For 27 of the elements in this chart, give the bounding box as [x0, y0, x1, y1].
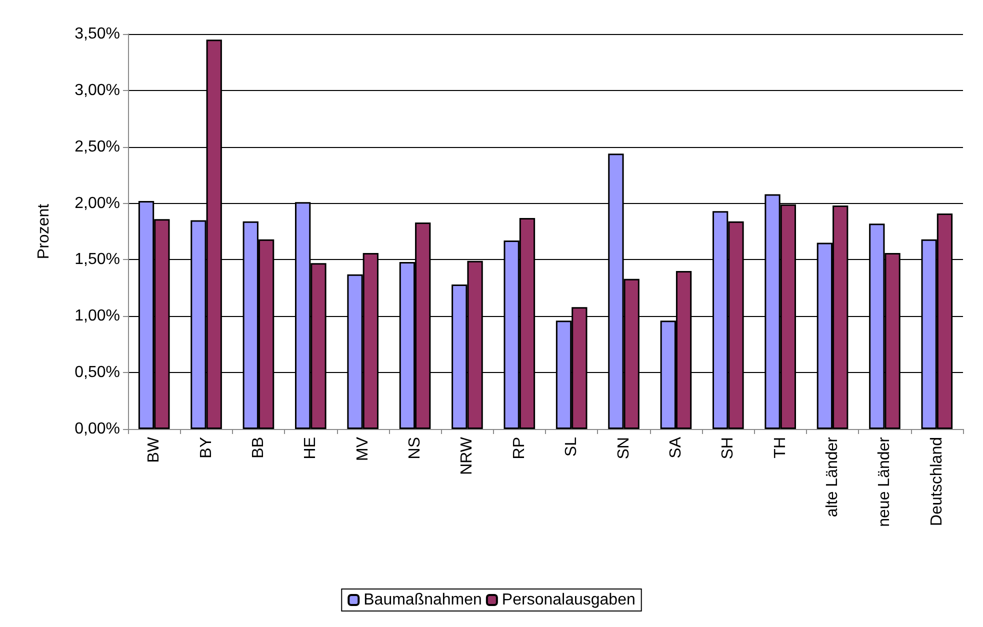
x-tick-label: NRW — [458, 436, 476, 475]
x-tick-label: RP — [510, 437, 528, 460]
legend-label: Personalausgaben — [502, 592, 636, 608]
x-tick-label: NS — [406, 437, 424, 460]
y-tick-label: 0,00% — [74, 420, 120, 438]
y-axis-title: Prozent — [36, 203, 52, 260]
legend-label: Baumaßnahmen — [364, 592, 482, 608]
y-tick-label: 1,50% — [74, 251, 120, 268]
x-tick-label: BW — [146, 436, 163, 463]
y-tick-label: 1,00% — [74, 308, 120, 325]
x-tick-label: SA — [667, 436, 684, 458]
x-tick-label: HE — [302, 437, 320, 460]
x-tick-label: BY — [198, 436, 215, 458]
y-tick-label: 0,50% — [74, 364, 120, 382]
x-tick-label: alte Länder — [824, 436, 842, 518]
y-tick-label: 3,00% — [74, 82, 120, 99]
x-tick-label: BB — [250, 437, 267, 458]
x-tick-label: Deutschland — [928, 437, 946, 526]
y-tick-label: 3,50% — [74, 26, 120, 42]
x-tick-label: SH — [720, 437, 737, 460]
y-tick-label: 2,00% — [74, 194, 120, 212]
x-tick-label: neue Länder — [876, 436, 894, 527]
x-tick-label: TH — [772, 437, 789, 458]
x-tick-label: MV — [354, 436, 372, 461]
x-tick-label: SN — [615, 437, 632, 460]
y-tick-label: 2,50% — [74, 138, 120, 156]
x-tick-label: SL — [563, 436, 580, 457]
